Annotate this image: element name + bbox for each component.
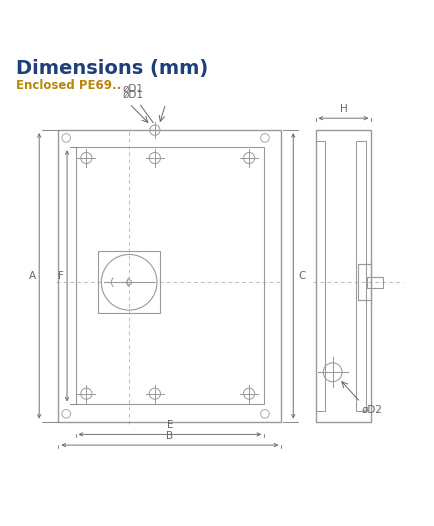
Text: B: B: [166, 431, 174, 441]
Text: Enclosed PE69..: Enclosed PE69..: [16, 79, 121, 92]
Bar: [59, 130, 281, 421]
Bar: [316, 141, 325, 411]
Bar: [316, 130, 371, 421]
Text: E: E: [167, 420, 173, 430]
Text: A: A: [29, 271, 36, 281]
Text: øD1: øD1: [123, 90, 153, 123]
Text: Dimensions (mm): Dimensions (mm): [16, 59, 208, 78]
Bar: [358, 264, 371, 300]
Bar: [367, 277, 383, 288]
Bar: [76, 147, 264, 404]
Bar: [99, 251, 160, 313]
Text: øD2: øD2: [362, 404, 383, 414]
Text: F: F: [58, 271, 64, 281]
Text: øD1: øD1: [123, 84, 144, 94]
Text: H: H: [339, 104, 347, 114]
Bar: [356, 141, 366, 411]
Text: C: C: [299, 271, 306, 281]
